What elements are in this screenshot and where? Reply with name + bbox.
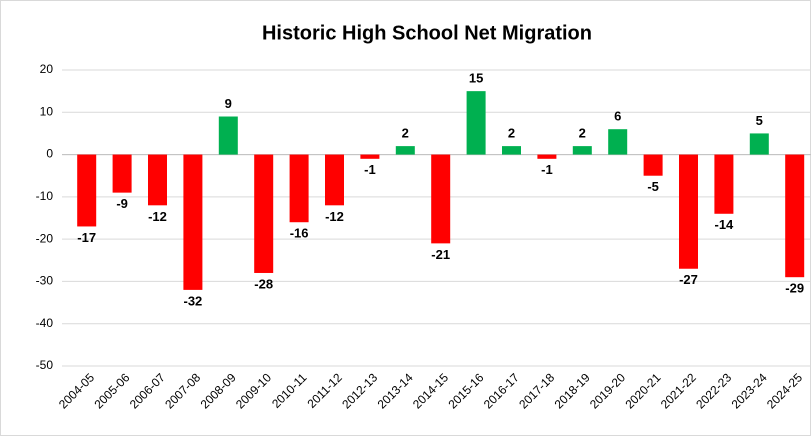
y-tick-label: 20 (40, 62, 54, 76)
bar (148, 154, 167, 206)
bar (325, 154, 344, 206)
y-tick-label: -10 (36, 189, 54, 203)
bar (643, 154, 663, 176)
y-tick-label: -30 (36, 274, 54, 288)
data-label: 5 (756, 113, 763, 128)
data-label: 15 (469, 71, 483, 86)
bar (608, 129, 628, 155)
data-label: -5 (647, 179, 659, 194)
y-tick-label: 10 (40, 104, 54, 118)
data-label: -12 (325, 209, 344, 224)
bar (183, 154, 203, 290)
bar (466, 91, 486, 155)
data-label: -9 (116, 196, 128, 211)
data-label: -12 (148, 209, 167, 224)
data-label: -1 (541, 162, 553, 177)
data-label: -27 (679, 272, 698, 287)
data-label: 6 (614, 109, 621, 124)
bar (749, 133, 769, 155)
data-label: -29 (785, 281, 804, 296)
bar (395, 146, 415, 155)
bar (77, 154, 97, 227)
data-label: -32 (184, 293, 203, 308)
y-tick-label: -50 (36, 358, 54, 372)
data-label: 2 (402, 126, 409, 141)
y-tick-label: -20 (36, 231, 54, 245)
data-label: 9 (225, 96, 232, 111)
bar (431, 154, 451, 244)
bar (679, 154, 698, 269)
bar (537, 154, 557, 159)
y-tick-label: -40 (36, 316, 54, 330)
bar (360, 154, 380, 159)
bar (502, 146, 521, 155)
data-label: -16 (290, 226, 309, 241)
data-label: 2 (508, 126, 515, 141)
data-label: -17 (77, 230, 96, 245)
chart-title: Historic High School Net Migration (262, 22, 592, 44)
data-label: -28 (254, 276, 273, 291)
bar (254, 154, 274, 273)
data-label: -21 (431, 247, 450, 262)
bar (218, 116, 238, 155)
bar (785, 154, 805, 278)
bar (714, 154, 734, 214)
data-label: -1 (364, 162, 376, 177)
bar (289, 154, 309, 223)
data-label: -14 (715, 217, 735, 232)
data-label: 2 (579, 126, 586, 141)
bar (112, 154, 132, 193)
y-tick-label: 0 (46, 147, 53, 161)
bar (572, 146, 592, 155)
